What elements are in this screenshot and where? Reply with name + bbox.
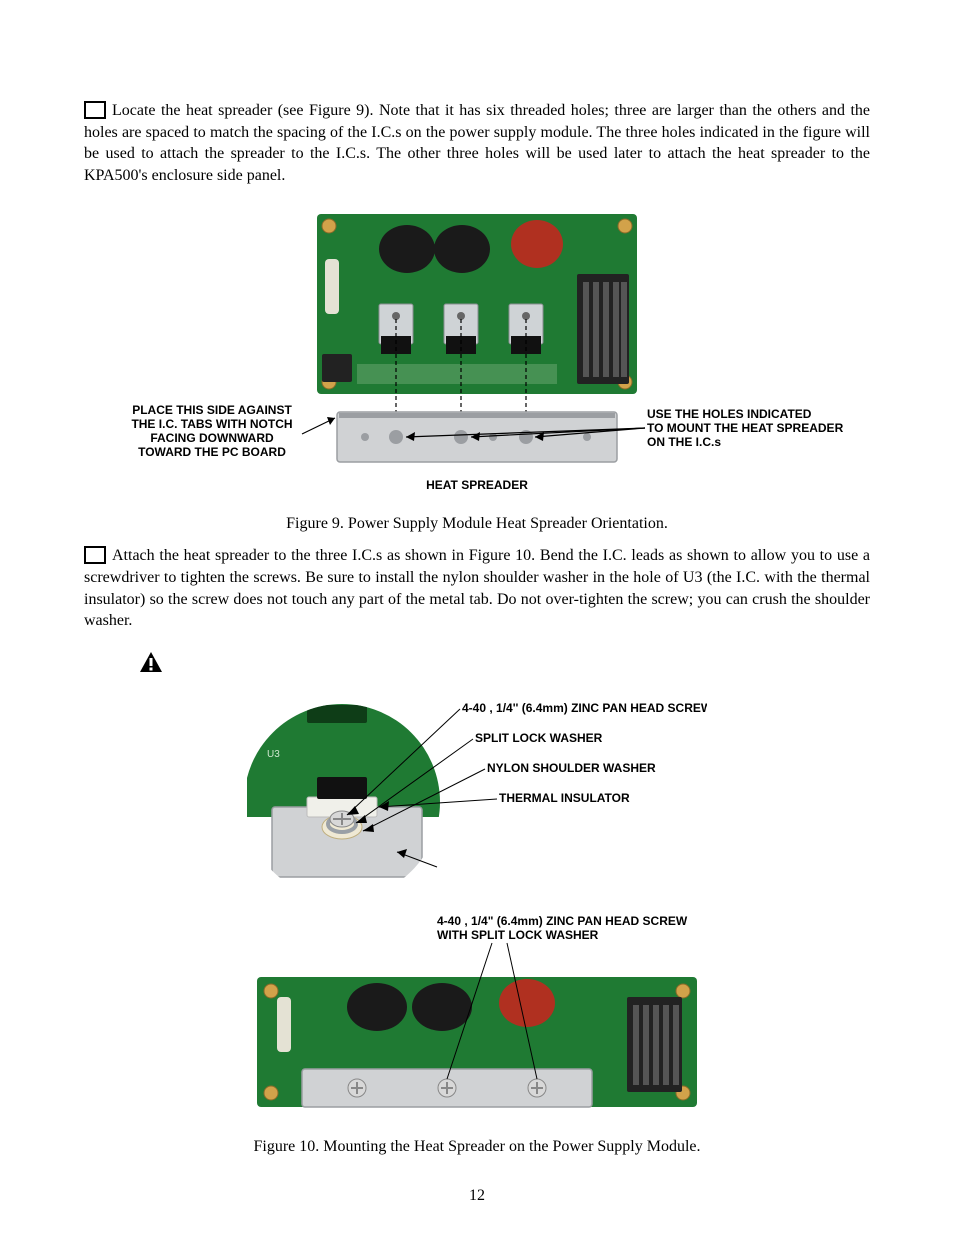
svg-text:FACING DOWNWARD: FACING DOWNWARD (150, 431, 274, 445)
svg-text:USE THE HOLES INDICATED: USE THE HOLES INDICATED (647, 407, 812, 421)
svg-text:U3: U3 (267, 749, 280, 760)
checkbox-icon (84, 101, 106, 119)
psu-pcb (317, 214, 637, 394)
svg-text:NYLON SHOULDER WASHER: NYLON SHOULDER WASHER (487, 761, 656, 775)
svg-text:PLACE THIS SIDE AGAINST: PLACE THIS SIDE AGAINST (132, 403, 292, 417)
step-text: Locate the heat spreader (see Figure 9).… (84, 102, 870, 184)
svg-text:4-40 , 1/4'' (6.4mm) ZINC PAN: 4-40 , 1/4'' (6.4mm) ZINC PAN HEAD SCREW (462, 701, 707, 715)
page-number: 12 (0, 1187, 954, 1205)
figure-9-caption: Figure 9. Power Supply Module Heat Sprea… (84, 515, 870, 533)
figure-10-illustration: 4-40 , 1/4" (6.4mm) ZINC PAN HEAD SCREW … (247, 687, 707, 1127)
figure-9-block: PLACE THIS SIDE AGAINST THE I.C. TABS WI… (84, 204, 870, 533)
screw-head (438, 1079, 456, 1097)
svg-text:SPLIT LOCK WASHER: SPLIT LOCK WASHER (475, 731, 603, 745)
svg-text:4-40 , 1/4" (6.4mm) ZINC PAN H: 4-40 , 1/4" (6.4mm) ZINC PAN HEAD SCREW (437, 914, 688, 928)
step-text: Attach the heat spreader to the three I.… (84, 547, 870, 629)
annotation-left: PLACE THIS SIDE AGAINST THE I.C. TABS WI… (131, 403, 335, 459)
figure-10-caption: Figure 10. Mounting the Heat Spreader on… (84, 1138, 870, 1156)
screw-head (528, 1079, 546, 1097)
assembled-module (257, 977, 697, 1107)
figure-10-block: 4-40 , 1/4" (6.4mm) ZINC PAN HEAD SCREW … (84, 687, 870, 1156)
svg-text:THERMAL INSULATOR: THERMAL INSULATOR (499, 791, 630, 805)
svg-text:TO MOUNT THE HEAT SPREADER: TO MOUNT THE HEAT SPREADER (647, 421, 844, 435)
caution-icon (138, 650, 870, 679)
svg-text:ON THE I.C.s: ON THE I.C.s (647, 435, 721, 449)
svg-text:THE I.C. TABS WITH NOTCH: THE I.C. TABS WITH NOTCH (131, 417, 292, 431)
checkbox-icon (84, 546, 106, 564)
figure-9-illustration: PLACE THIS SIDE AGAINST THE I.C. TABS WI… (107, 204, 847, 504)
step-paragraph: Locate the heat spreader (see Figure 9).… (84, 100, 870, 186)
svg-text:WITH SPLIT LOCK WASHER: WITH SPLIT LOCK WASHER (437, 928, 599, 942)
heat-spreader-label: HEAT SPREADER (426, 478, 528, 492)
svg-text:TOWARD THE PC BOARD: TOWARD THE PC BOARD (138, 445, 286, 459)
screw-head (348, 1079, 366, 1097)
inset-closeup: U3 (247, 697, 447, 902)
step-paragraph: Attach the heat spreader to the three I.… (84, 545, 870, 631)
